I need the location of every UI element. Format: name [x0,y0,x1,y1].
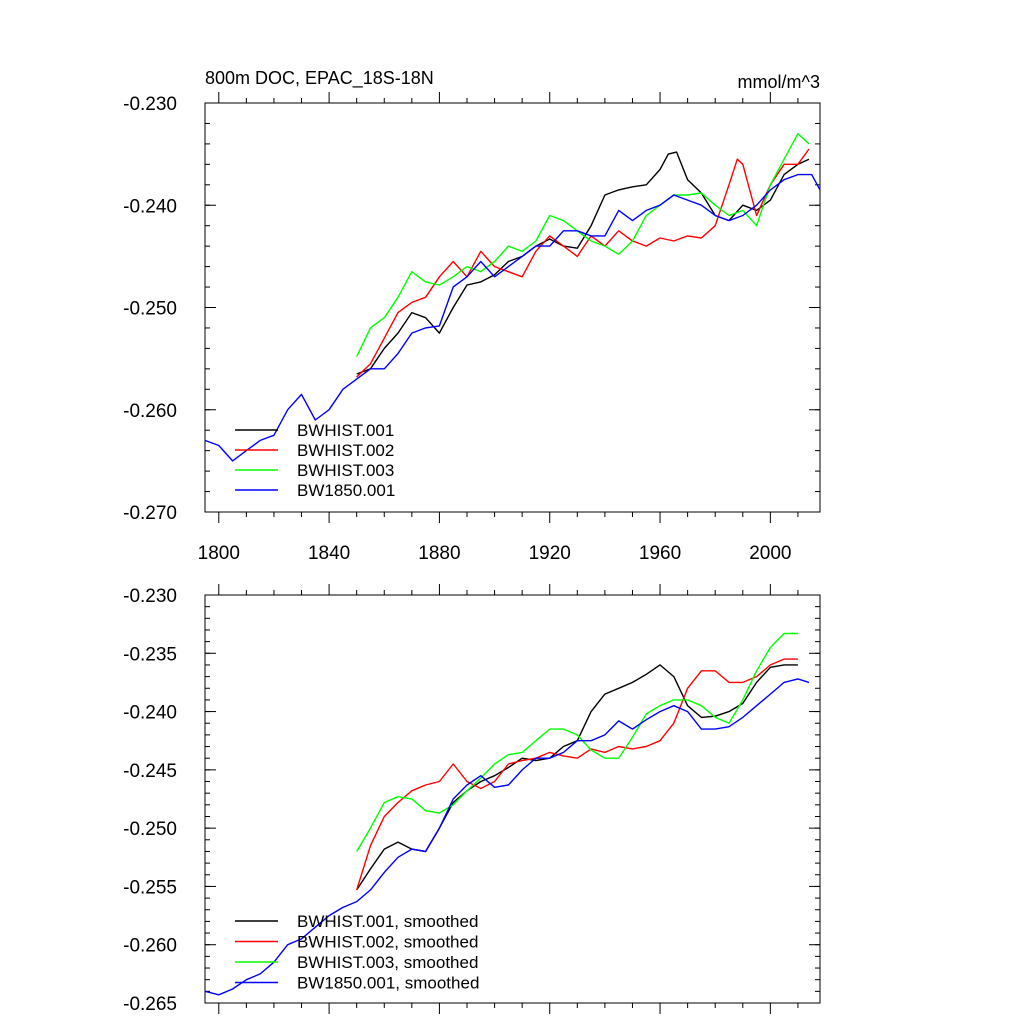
x-tick-label: 2000 [749,543,791,564]
series-line [356,632,798,852]
y-tick-label: -0.270 [123,503,177,524]
y-tick-label: -0.260 [123,401,177,422]
y-tick-label: -0.250 [123,819,177,840]
legend-label: BWHIST.003, smoothed [297,953,478,972]
x-tick-label: 1920 [529,543,571,564]
series-line [356,148,810,378]
legend-label: BW1850.001, smoothed [297,974,479,993]
x-tick-label: 1960 [639,543,681,564]
chart-title: 800m DOC, EPAC_18S-18N [205,68,434,89]
y-tick-label: -0.230 [123,586,177,607]
series-line [204,173,821,462]
y-tick-label: -0.255 [123,877,177,898]
series-line [356,133,810,357]
bottom-panel: -0.230 -0.235 -0.240 -0.245 -0.250 -0.255 -0.2… [123,584,821,1015]
chart-units: mmol/m^3 [738,72,820,92]
y-tick-label: -0.265 [123,994,177,1015]
x-tick-label: 1840 [308,543,350,564]
series-line [204,678,810,996]
series-line [356,664,798,891]
y-tick-label: -0.240 [123,196,177,217]
x-tick-label: 1800 [198,543,240,564]
x-tick-label: 1880 [418,543,460,564]
y-tick-label: -0.245 [123,761,177,782]
legend-label: BWHIST.002, smoothed [297,933,478,952]
plot-frame [204,594,821,1004]
series-line [356,658,798,891]
series-line [356,151,810,375]
y-tick-label: -0.260 [123,936,177,957]
legend-label: BWHIST.001, smoothed [297,912,478,931]
y-tick-label: -0.240 [123,703,177,724]
legend-label: BWHIST.003 [297,461,394,480]
y-tick-label: -0.235 [123,644,177,665]
legend-label: BWHIST.001 [297,421,394,440]
legend-label: BW1850.001 [297,481,395,500]
y-tick-label: -0.230 [123,94,177,115]
top-panel: 800m DOC, EPAC_18S-18N mmol/m^3 -0.230 -0… [123,68,821,564]
legend-label: BWHIST.002 [297,441,394,460]
y-tick-label: -0.250 [123,299,177,320]
